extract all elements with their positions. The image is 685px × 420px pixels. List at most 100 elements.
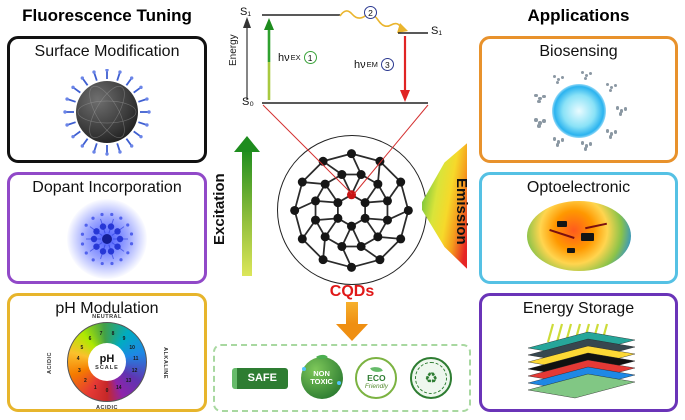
electrode-pin (546, 323, 554, 343)
optoelectronic-panel: Optoelectronic (479, 172, 678, 284)
panel-title: Surface Modification (34, 43, 180, 60)
molecule-dot (605, 82, 610, 87)
circuit-board (526, 201, 631, 271)
scale-label: SCALE (95, 364, 119, 371)
bond (322, 258, 352, 269)
carbon-atom (290, 205, 300, 215)
ligand-tip (129, 76, 134, 80)
ligand-tip (147, 110, 151, 114)
dopant-core (102, 234, 112, 244)
molecule-dot (555, 143, 559, 147)
safe-badge: SAFE (231, 367, 288, 389)
ph-neutral-label: NEUTRAL (92, 314, 122, 320)
molecule-dot (615, 106, 619, 110)
ph-label: pH (99, 352, 115, 365)
ph-number: 0 (105, 388, 109, 394)
energy-axis-label: Energy (228, 34, 239, 66)
electrode-pin (555, 323, 563, 343)
chip-icon (580, 233, 594, 241)
ph-number: 8 (111, 330, 115, 337)
s0-label: S₀ (242, 96, 254, 108)
stack-layer (527, 373, 635, 399)
petal (99, 248, 107, 255)
em-subscript: EM (366, 60, 378, 69)
molecule-dot (613, 83, 618, 88)
mesh-line (89, 85, 125, 139)
quantum-dot-glow (551, 84, 606, 138)
molecule-dot (537, 99, 541, 104)
petal (114, 243, 121, 250)
molecule-dot (623, 107, 627, 111)
carbon-atom (356, 241, 366, 251)
molecule-dot (613, 130, 618, 134)
optoelectronic-illustration (526, 201, 631, 271)
carbon-atom (337, 241, 347, 251)
ligand-tip (118, 70, 122, 74)
s1-right-label: S₁ (431, 25, 443, 37)
outer-dot (110, 212, 114, 217)
step-2-badge: 2 (364, 6, 377, 19)
ph-number: 5 (80, 344, 84, 351)
ligand-tip (118, 150, 122, 154)
ligand-tip (80, 144, 85, 148)
carbon-atom (320, 232, 330, 242)
wavy-arrowhead (397, 23, 408, 33)
carbon-atom (346, 221, 357, 231)
toxic-label: TOXIC (310, 377, 333, 386)
water-drop-icon (301, 367, 306, 371)
eco-label: ECO (367, 373, 386, 383)
petal (107, 223, 115, 230)
carbon-atom (396, 177, 406, 187)
molecule-dot (580, 70, 585, 75)
emission-label: Emission (453, 177, 470, 245)
right-column-title: Applications (527, 6, 630, 25)
outer-dot (80, 242, 85, 246)
down-arrow-shaft (346, 302, 358, 324)
ph-scale-illustration: NEUTRAL pH SCALE 0 1 2 3 4 5 6 7 8 9 10 11 12 13 14 AC… (27, 314, 187, 412)
supercapacitor-stack (527, 323, 635, 399)
ligand-tip (139, 134, 143, 139)
hv-symbol: hν (278, 51, 290, 64)
carbon-atom (375, 156, 385, 166)
ligand-tip (145, 97, 149, 101)
ligand-tip (80, 76, 85, 80)
jablonski-lines (243, 10, 428, 104)
carbon-atom (396, 234, 406, 244)
step-3-badge: 3 (380, 58, 394, 71)
down-arrow (336, 302, 368, 342)
carbon-atom (337, 170, 347, 180)
safety-badges-box: SAFE NON TOXIC ECO Friendly ♻ (213, 344, 471, 412)
ph-acidic-left-label: ACIDIC (46, 352, 53, 374)
molecule-dot (552, 137, 556, 141)
molecule-dot (609, 132, 614, 136)
recycle-icon: ♻ (415, 362, 448, 394)
hv-excitation-label: hν EX 1 (278, 51, 317, 64)
outer-dot (110, 261, 114, 266)
petal (114, 228, 121, 235)
ph-number: 12 (131, 367, 138, 374)
molecule-dot (560, 75, 564, 80)
carbon-lattice (290, 149, 413, 272)
bond (301, 238, 324, 261)
panel-title: Energy Storage (522, 300, 635, 317)
carbon-atom (311, 196, 321, 206)
ph-number: 2 (84, 378, 87, 385)
ph-number: 9 (122, 335, 126, 342)
cqd-zoom-circle (277, 135, 427, 285)
s1-left-label: S₁ (240, 6, 252, 18)
ligand-tip (65, 123, 69, 127)
carbon-atom (333, 213, 343, 223)
ex-subscript: EX (290, 53, 301, 62)
leaf-icon (315, 352, 328, 362)
carbon-atom (360, 198, 370, 208)
excitation-arrow-shaft (242, 149, 252, 276)
carbon-atom (346, 190, 357, 200)
hv-emission-label: hν EM 3 (354, 58, 394, 71)
outer-dot (129, 242, 134, 246)
carbon-atom (403, 205, 413, 215)
ph-wheel-center: pH SCALE (88, 343, 126, 381)
ph-acidic-bottom-label: ACIDIC (96, 405, 118, 411)
left-column-title: Fluorescence Tuning (22, 6, 192, 25)
nanoparticle-core (76, 81, 138, 143)
